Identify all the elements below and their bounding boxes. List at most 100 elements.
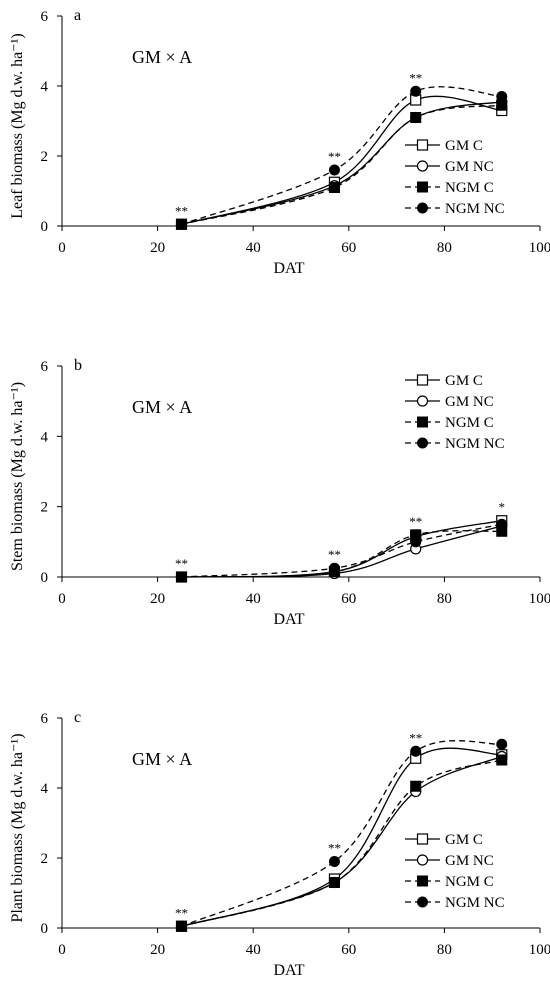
y-axis-title: Leaf biomass (Mg d.w. ha⁻¹): [9, 33, 26, 219]
significance-label: **: [328, 841, 341, 856]
data-point-ngm-c: [328, 877, 340, 888]
y-tick-label: 4: [41, 79, 49, 95]
x-tick-label: 60: [341, 942, 356, 958]
x-axis-title: DAT: [273, 611, 304, 628]
y-tick-label: 2: [41, 500, 49, 516]
series-line-ngm-c: [181, 104, 502, 225]
legend-label: GM C: [445, 138, 483, 154]
x-axis-title: DAT: [273, 260, 304, 277]
data-point-ngm-nc: [496, 518, 508, 530]
y-tick-label: 2: [41, 851, 49, 867]
significance-label: **: [175, 203, 188, 218]
legend-marker: [416, 374, 429, 386]
legend-label: GM NC: [445, 394, 494, 410]
data-point-ngm-nc: [328, 562, 340, 574]
y-tick-label: 6: [41, 359, 49, 375]
x-tick-label: 80: [437, 942, 452, 958]
data-point-ngm-c: [496, 754, 508, 766]
legend-label: GM C: [445, 832, 483, 848]
series-line-gm-c: [181, 520, 502, 578]
y-tick-label: 2: [41, 149, 49, 165]
x-tick-label: 100: [529, 942, 550, 958]
interaction-annotation: GM × A: [132, 397, 192, 417]
y-axis-title: Plant biomass (Mg d.w. ha⁻¹): [9, 733, 26, 922]
series-line-ngm-nc: [181, 740, 502, 927]
data-point-ngm-nc: [328, 164, 340, 176]
legend-marker: [416, 139, 429, 151]
data-point-ngm-nc: [410, 536, 422, 548]
legend-label: NGM NC: [445, 436, 505, 452]
x-tick-label: 60: [341, 240, 356, 256]
series-line-ngm-nc: [181, 523, 502, 578]
legend-marker: [416, 833, 429, 845]
legend-marker: [417, 416, 428, 428]
legend-marker: [416, 854, 429, 866]
legend-marker: [417, 896, 428, 908]
series-line-ngm-nc: [181, 86, 502, 225]
x-tick-label: 20: [150, 240, 165, 256]
data-point-ngm-nc: [328, 856, 340, 867]
x-tick-label: 80: [437, 591, 452, 607]
data-point-ngm-nc: [176, 920, 187, 932]
significance-label: *: [499, 500, 506, 515]
y-tick-label: 6: [41, 711, 49, 727]
x-tick-label: 0: [58, 240, 66, 256]
legend-marker: [417, 875, 428, 887]
significance-label: **: [409, 514, 422, 529]
significance-label: **: [409, 70, 422, 85]
y-tick-label: 4: [41, 429, 49, 445]
series-line-gm-nc: [181, 101, 502, 225]
legend-marker: [417, 437, 428, 449]
y-tick-label: 0: [41, 219, 49, 235]
x-tick-label: 20: [150, 591, 165, 607]
legend: GM C GM NC NGM C NGM NC: [405, 138, 505, 217]
data-point-ngm-c: [328, 182, 340, 193]
legend: GM C GM NC NGM C NGM NC: [405, 832, 505, 911]
y-tick-label: 0: [41, 570, 49, 586]
panel-letter: a: [74, 7, 81, 24]
x-tick-label: 80: [437, 240, 452, 256]
y-axis-title: Stem biomass (Mg d.w. ha⁻¹): [9, 382, 26, 571]
x-tick-label: 20: [150, 942, 165, 958]
x-tick-label: 0: [58, 942, 66, 958]
series-line-ngm-c: [181, 759, 502, 927]
legend-marker: [417, 181, 428, 193]
x-tick-label: 100: [529, 591, 550, 607]
data-point-ngm-c: [410, 780, 422, 792]
data-point-ngm-nc: [496, 91, 508, 102]
panel-letter: b: [74, 357, 82, 374]
legend-label: GM NC: [445, 159, 494, 175]
data-point-ngm-nc: [176, 218, 187, 230]
data-point-ngm-nc: [176, 571, 187, 583]
data-point-ngm-nc: [410, 85, 422, 97]
significance-label: **: [328, 547, 341, 562]
significance-label: **: [175, 556, 188, 571]
x-tick-label: 40: [246, 591, 261, 607]
legend-label: NGM NC: [445, 895, 505, 911]
legend-label: NGM NC: [445, 201, 505, 217]
y-tick-label: 4: [41, 781, 49, 797]
y-tick-label: 6: [41, 9, 49, 25]
data-point-ngm-c: [410, 112, 422, 123]
legend-label: NGM C: [445, 874, 494, 890]
x-tick-label: 40: [246, 240, 261, 256]
data-point-ngm-nc: [496, 738, 508, 750]
x-tick-label: 40: [246, 942, 261, 958]
interaction-annotation: GM × A: [132, 749, 192, 769]
legend-marker: [416, 395, 429, 407]
y-tick-label: 0: [41, 921, 49, 937]
x-tick-label: 60: [341, 591, 356, 607]
x-tick-label: 100: [529, 240, 550, 256]
series-line-ngm-c: [181, 530, 502, 578]
legend-label: GM C: [445, 373, 483, 389]
series-line-gm-nc: [181, 525, 502, 578]
x-tick-label: 0: [58, 591, 66, 607]
significance-label: **: [175, 905, 188, 920]
interaction-annotation: GM × A: [132, 47, 192, 67]
legend-label: NGM C: [445, 180, 494, 196]
significance-label: **: [409, 730, 422, 745]
